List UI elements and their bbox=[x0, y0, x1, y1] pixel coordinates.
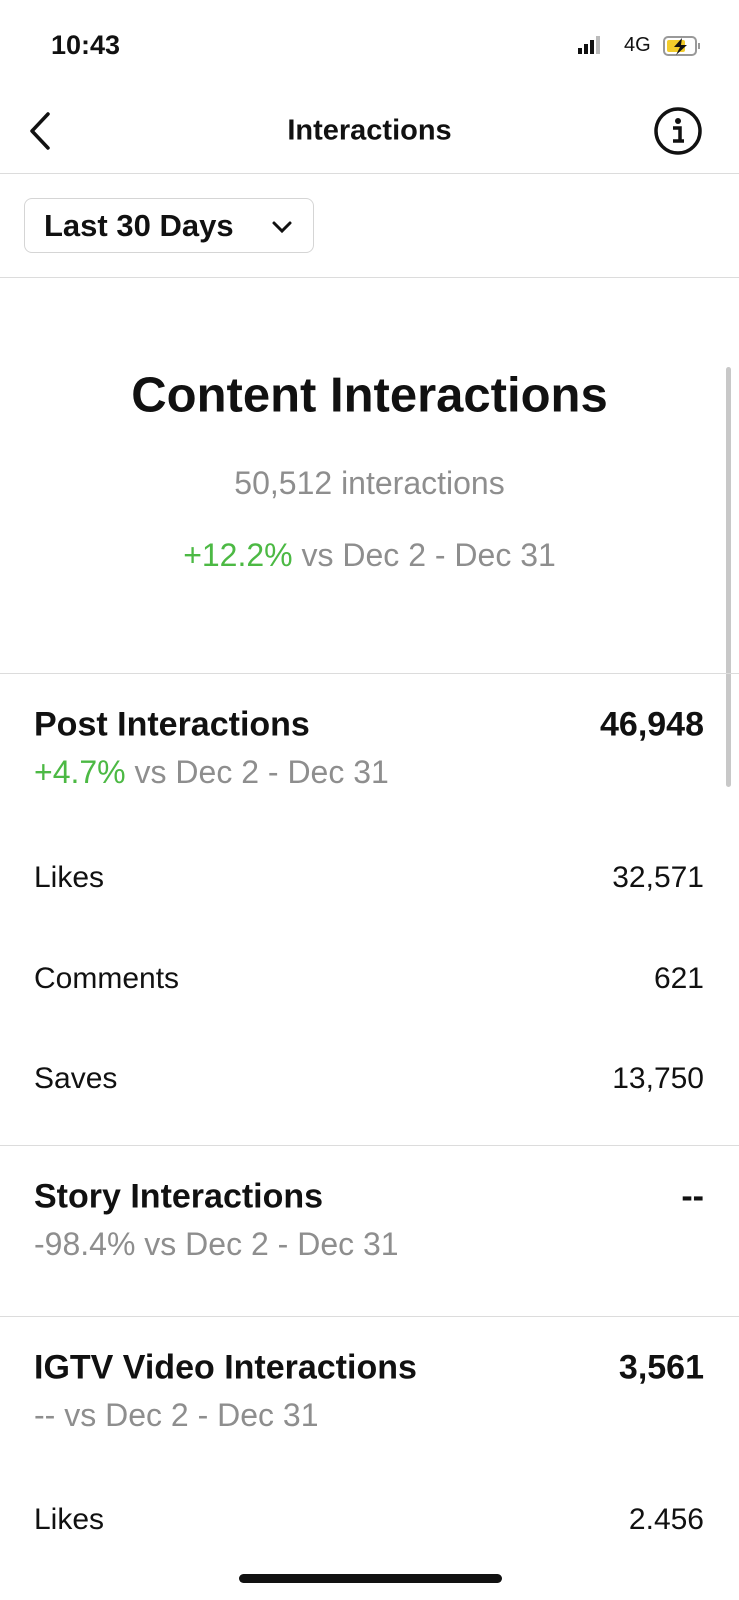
status-icons bbox=[578, 36, 700, 56]
divider bbox=[0, 1145, 739, 1146]
scrollbar bbox=[726, 367, 731, 787]
row-label: Comments bbox=[34, 962, 180, 995]
date-filter[interactable]: Last 30 Days bbox=[24, 198, 314, 253]
section-change: +4.7% bbox=[34, 753, 126, 790]
row-label: Likes bbox=[34, 861, 105, 894]
dropdown-chevron bbox=[272, 221, 292, 234]
summary-total: 50,512 interactions bbox=[234, 464, 505, 501]
section-value: -- bbox=[681, 1177, 704, 1216]
section-change-line: -- vs Dec 2 - Dec 31 bbox=[34, 1396, 319, 1434]
divider bbox=[0, 673, 739, 674]
divider bbox=[0, 277, 739, 278]
date-filter-label: Last 30 Days bbox=[44, 207, 234, 243]
status-time: 10:43 bbox=[51, 29, 121, 60]
section-title: Story Interactions bbox=[34, 1177, 324, 1216]
summary-title: Content Interactions bbox=[131, 368, 608, 423]
section-title: IGTV Video Interactions bbox=[34, 1348, 417, 1387]
info-button[interactable] bbox=[653, 106, 703, 156]
row-value: 32,571 bbox=[612, 861, 704, 894]
section-change: -98.4% bbox=[34, 1225, 136, 1262]
section-change-line: -98.4% vs Dec 2 - Dec 31 bbox=[34, 1225, 399, 1263]
section-value: 3,561 bbox=[618, 1348, 704, 1387]
summary-change-line: +12.2% vs Dec 2 - Dec 31 bbox=[0, 536, 739, 574]
divider bbox=[0, 1316, 739, 1317]
home-indicator bbox=[239, 1574, 502, 1583]
row-label: Saves bbox=[34, 1062, 118, 1095]
summary-comparison: vs Dec 2 - Dec 31 bbox=[301, 536, 556, 573]
row-label: Likes bbox=[34, 1503, 105, 1536]
header-title: Interactions bbox=[287, 114, 452, 147]
section-value: 46,948 bbox=[600, 705, 704, 744]
row-value: 13,750 bbox=[612, 1062, 704, 1095]
section-change: -- bbox=[34, 1396, 56, 1433]
section-comparison: vs Dec 2 - Dec 31 bbox=[64, 1396, 319, 1433]
section-comparison: vs Dec 2 - Dec 31 bbox=[134, 753, 389, 790]
row-value: 2.456 bbox=[628, 1503, 704, 1536]
section-change-line: +4.7% vs Dec 2 - Dec 31 bbox=[34, 753, 389, 791]
status-network: 4G bbox=[624, 34, 651, 56]
section-title: Post Interactions bbox=[34, 705, 310, 744]
section-comparison: vs Dec 2 - Dec 31 bbox=[144, 1225, 399, 1262]
summary-change: +12.2% bbox=[183, 536, 293, 573]
back-button[interactable] bbox=[22, 110, 62, 152]
row-value: 621 bbox=[653, 962, 704, 995]
divider bbox=[0, 173, 739, 174]
